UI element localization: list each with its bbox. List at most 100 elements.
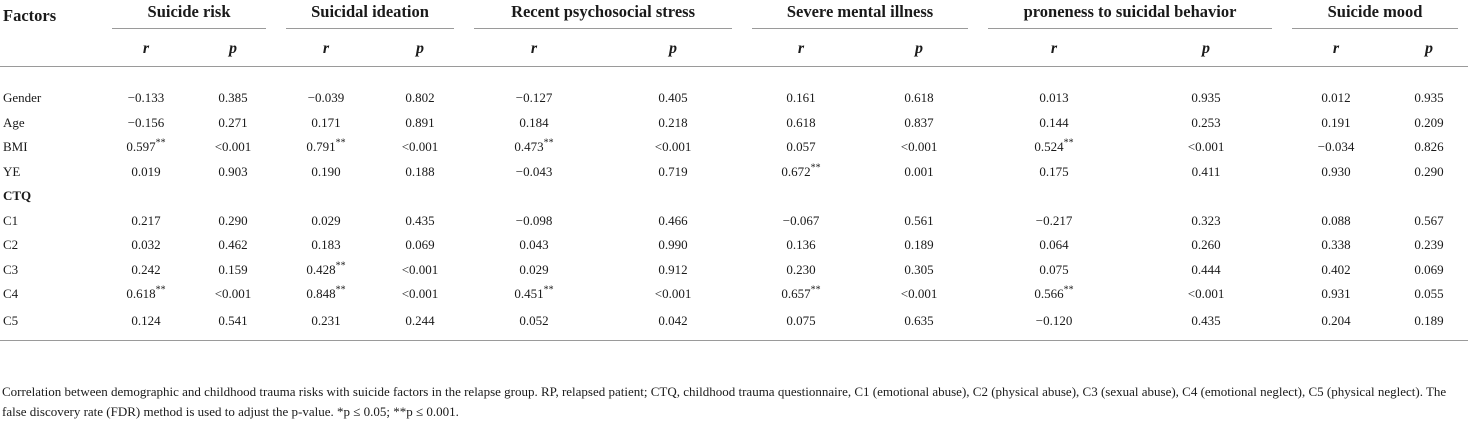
r-value-cell: 0.338 xyxy=(1282,233,1390,258)
p-header: p xyxy=(190,31,277,67)
significance-stars: ** xyxy=(1063,137,1074,149)
row-label: C5 xyxy=(0,306,102,341)
r-value-cell: 0.064 xyxy=(978,233,1130,258)
r-value: 0.029 xyxy=(519,261,549,277)
r-value: 0.338 xyxy=(1321,237,1351,253)
row-label: YE xyxy=(3,163,21,179)
table-row: C1 0.217 0.290 0.029 0.435 −0.098 0.466 −0.067 0… xyxy=(0,209,1468,234)
p-value: 0.444 xyxy=(1191,261,1221,277)
p-value: 0.635 xyxy=(860,306,979,341)
significance-stars: ** xyxy=(335,284,346,296)
r-value: 0.672 xyxy=(781,163,811,179)
p-value: <0.001 xyxy=(401,261,439,277)
r-value: 0.144 xyxy=(1039,114,1069,130)
group-header: Severe mental illness xyxy=(742,0,978,31)
r-value: 0.402 xyxy=(1321,261,1351,277)
r-value-cell: 0.231 xyxy=(276,306,377,341)
r-header: r xyxy=(1282,31,1391,67)
p-value: 0.159 xyxy=(218,261,248,277)
p-value: 0.405 xyxy=(658,90,688,106)
r-value: 0.204 xyxy=(1321,313,1351,328)
r-value-cell: 0.618** xyxy=(102,282,190,307)
group-header: Recent psychosocial stress xyxy=(464,0,742,31)
r-value: 0.012 xyxy=(1321,90,1351,106)
r-value: 0.183 xyxy=(311,237,341,253)
p-value: <0.001 xyxy=(900,286,938,302)
r-value: 0.171 xyxy=(311,114,341,130)
group-header: Suicidal ideation xyxy=(276,0,464,31)
section-filler xyxy=(102,184,1468,209)
r-header: r xyxy=(102,31,190,67)
p-header: p xyxy=(604,31,743,67)
r-value: 0.075 xyxy=(786,313,816,328)
p-value: 0.903 xyxy=(218,163,248,179)
r-value: 0.618 xyxy=(126,286,156,302)
r-value-cell: 0.597** xyxy=(102,135,190,160)
p-value: <0.001 xyxy=(1187,286,1225,302)
p-value: <0.001 xyxy=(214,286,252,302)
r-value: 0.013 xyxy=(1039,90,1069,106)
p-value: 0.189 xyxy=(904,237,934,253)
r-value: 0.566 xyxy=(1034,286,1064,302)
r-value-cell: 0.124 xyxy=(102,306,190,341)
r-value-cell: 0.930 xyxy=(1282,160,1390,185)
r-value-cell: 0.032 xyxy=(102,233,190,258)
r-value: 0.190 xyxy=(311,163,341,179)
table-row: BMI 0.597** <0.001 0.791** <0.001 0.473** <0.0… xyxy=(0,135,1468,160)
r-header: r xyxy=(276,31,377,67)
row-label: C3 xyxy=(3,261,19,277)
p-header: p xyxy=(1130,31,1283,67)
r-value-cell: 0.183 xyxy=(276,233,376,258)
p-value: 0.567 xyxy=(1414,212,1444,228)
group-header: Suicide risk xyxy=(102,0,276,31)
p-value: 0.290 xyxy=(1414,163,1444,179)
r-value: 0.217 xyxy=(131,212,161,228)
r-value-cell: 0.136 xyxy=(742,233,860,258)
table-row: Gender −0.133 0.385 −0.039 0.802 −0.127 0.405 0… xyxy=(0,86,1468,111)
r-value-cell: 0.161 xyxy=(742,86,860,111)
r-value-cell: 0.524** xyxy=(978,135,1130,160)
r-value-cell: 0.931 xyxy=(1282,282,1390,307)
p-header: p xyxy=(1390,31,1468,67)
p-value: 0.935 xyxy=(1191,90,1221,106)
r-value: −0.133 xyxy=(127,90,165,106)
section-row: CTQ xyxy=(0,184,1468,209)
r-value-cell: 0.144 xyxy=(978,111,1130,136)
p-value: 0.435 xyxy=(1130,306,1283,341)
r-value-cell: 0.057 xyxy=(742,135,860,160)
p-value: 0.837 xyxy=(904,114,934,130)
p-value: <0.001 xyxy=(654,139,692,155)
r-value: 0.230 xyxy=(786,261,816,277)
r-header: r xyxy=(464,31,605,67)
r-value-cell: 0.013 xyxy=(978,86,1130,111)
r-value-cell: −0.217 xyxy=(978,209,1130,234)
r-value: 0.657 xyxy=(781,286,811,302)
r-value: 0.791 xyxy=(306,139,336,155)
r-value: 0.848 xyxy=(306,286,336,302)
p-value: 0.561 xyxy=(904,212,934,228)
table-row: YE 0.019 0.903 0.190 0.188 −0.043 0.719 0.672**… xyxy=(0,160,1468,185)
r-value-cell: −0.133 xyxy=(102,86,190,111)
r-value-cell: 0.204 xyxy=(1282,306,1391,341)
r-value: 0.057 xyxy=(786,139,816,155)
p-value: 0.188 xyxy=(405,163,435,179)
row-label: C1 xyxy=(3,212,19,228)
r-value: 0.231 xyxy=(311,313,341,328)
p-value: 0.055 xyxy=(1414,286,1444,302)
r-value-cell: 0.791** xyxy=(276,135,376,160)
r-value-cell: 0.029 xyxy=(276,209,376,234)
p-value: <0.001 xyxy=(900,139,938,155)
p-value: 0.826 xyxy=(1414,139,1444,155)
p-value: 0.218 xyxy=(658,114,688,130)
p-value: 0.719 xyxy=(658,163,688,179)
significance-stars: ** xyxy=(543,137,554,149)
r-value: 0.136 xyxy=(786,237,816,253)
r-value-cell: 0.657** xyxy=(742,282,860,307)
r-value: −0.067 xyxy=(782,212,820,228)
r-value-cell: 0.428** xyxy=(276,258,376,283)
p-value: <0.001 xyxy=(1187,139,1225,155)
r-value-cell: 0.012 xyxy=(1282,86,1390,111)
p-value: 0.239 xyxy=(1414,237,1444,253)
significance-stars: ** xyxy=(543,284,554,296)
r-value-cell: −0.034 xyxy=(1282,135,1390,160)
